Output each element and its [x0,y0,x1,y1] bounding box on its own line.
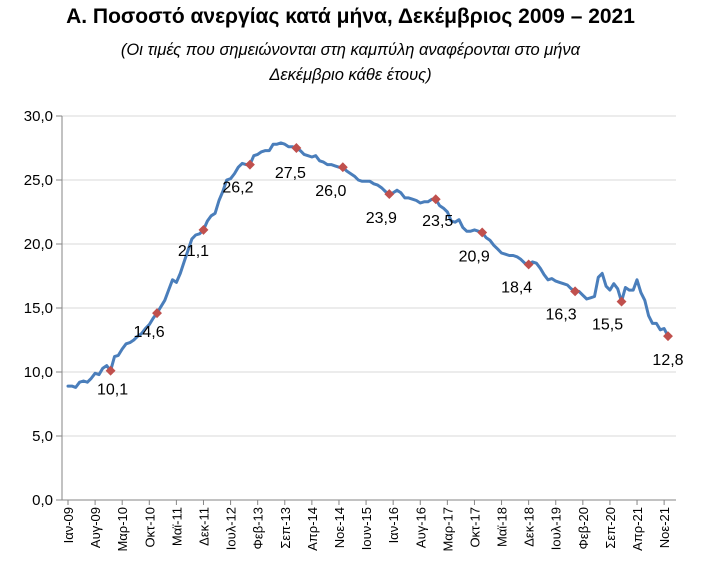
x-tick-label: Ιαν-16 [386,507,401,543]
y-tick-label: 15,0 [24,300,53,317]
december-markers [105,143,673,376]
x-tick-label: Ιουλ-19 [549,507,564,550]
december-marker [570,286,581,297]
x-tick-label: Οκτ-10 [142,507,157,548]
december-marker [663,331,673,342]
x-tick-label: Αυγ-09 [88,507,103,548]
series-group [66,141,670,389]
x-tick-label: Ιουλ-12 [224,507,239,550]
x-tick-label: Απρ-21 [630,507,645,551]
x-tick-label: Απρ-14 [305,507,320,551]
x-tick-label: Δεκ-18 [522,507,537,547]
axes [56,115,676,505]
data-label: 20,9 [459,248,490,265]
x-tick-label: Μαϊ-18 [495,507,510,547]
chart-subtitle: (Οι τιμές που σημειώνονται στη καμπύλη α… [0,38,701,88]
y-tick-label: 0,0 [32,492,53,509]
x-tick-label: Σεπ-20 [603,507,618,549]
x-tick-label: Μαρ-10 [115,507,130,552]
data-label: 26,2 [222,180,253,197]
data-label: 10,1 [97,382,128,399]
december-marker [152,308,162,319]
series-line [66,141,670,389]
december-marker [616,296,627,307]
y-tick-label: 5,0 [32,428,53,445]
y-tick-label: 30,0 [24,108,53,125]
december-marker [337,162,348,173]
chart-subtitle-line-2: Δεκέμβριο κάθε έτους) [269,66,432,84]
y-tick-label: 20,0 [24,236,53,253]
data-labels: 10,1 14,6 21,1 26,2 27,5 26,0 23,9 23,5 20,9 18,4… [97,165,684,399]
december-marker [384,189,395,200]
december-marker [430,194,441,205]
gridlines [62,115,676,437]
data-label: 23,5 [422,213,453,230]
data-label: 26,0 [315,183,346,200]
december-marker [523,259,534,270]
x-tick-label: Μαρ-17 [440,507,455,552]
december-marker [244,159,255,170]
data-label: 21,1 [178,243,209,260]
data-label: 14,6 [133,324,164,341]
data-label: 18,4 [501,279,532,296]
x-tick-label: Νοε-21 [657,507,672,548]
december-marker [198,224,209,235]
data-label: 15,5 [592,317,623,334]
data-label: 23,9 [366,210,397,227]
x-tick-label: Νοε-14 [332,507,347,548]
data-label: 27,5 [275,165,306,182]
x-tick-label: Σεπ-13 [278,507,293,549]
x-tick-label: Αυγ-16 [413,507,428,548]
data-label: 16,3 [546,306,577,323]
data-label: 12,8 [652,352,683,369]
x-tick-label: Ιαν-09 [61,507,76,543]
x-tick-label: Ιουν-15 [359,507,374,550]
x-tick-label: Οκτ-17 [467,507,482,548]
x-tick-label: Φεβ-20 [576,507,591,549]
x-axis-ticks: Ιαν-09 Αυγ-09 Μαρ-10 Οκτ-10 Μαϊ-11 Δεκ-11 Ιουλ… [61,507,672,552]
chart-subtitle-line-1: (Οι τιμές που σημειώνονται στη καμπύλη α… [120,41,581,59]
y-tick-label: 10,0 [24,364,53,381]
y-axis-ticks: 0,0 5,0 10,0 15,0 20,0 25,0 30,0 [24,108,53,509]
y-tick-label: 25,0 [24,172,53,189]
x-tick-label: Μαϊ-11 [169,507,184,546]
chart-title: Α. Ποσοστό ανεργίας κατά μήνα, Δεκέμβριο… [66,5,635,28]
x-tick-label: Δεκ-11 [196,507,211,546]
december-marker [477,227,488,238]
x-tick-label: Φεβ-13 [251,507,266,549]
december-marker [291,143,302,153]
